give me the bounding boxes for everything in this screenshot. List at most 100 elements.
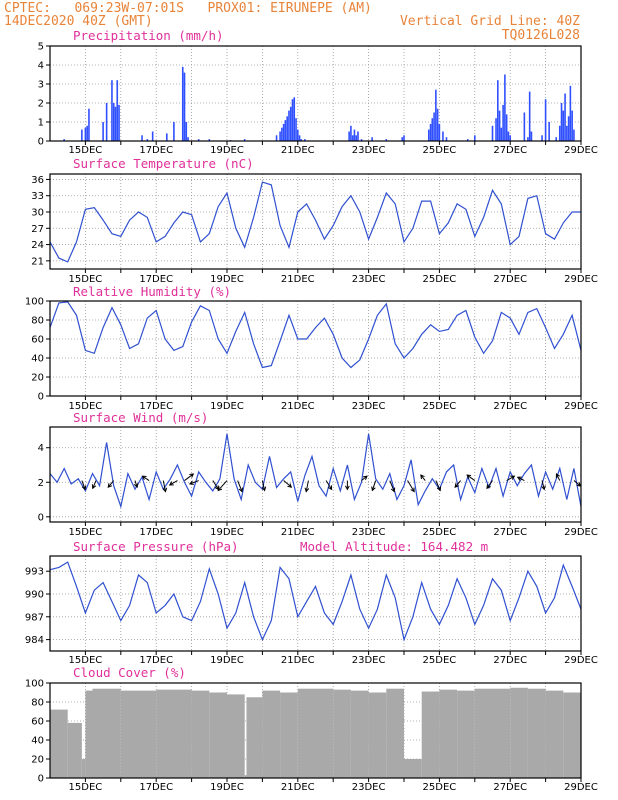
x-tick-label: 27DEC — [493, 401, 527, 412]
precip-bar — [288, 110, 290, 141]
wind-vector — [466, 474, 476, 481]
wind-vector-head — [371, 486, 376, 492]
wind-vector — [573, 480, 581, 487]
precip-bar — [562, 110, 565, 141]
wind-vector — [389, 480, 395, 492]
precip-bar — [548, 122, 550, 141]
precip-bar — [385, 139, 388, 141]
wind-vector-head — [486, 484, 491, 490]
x-tick-label: 25DEC — [423, 274, 457, 285]
x-tick-label: 23DEC — [352, 782, 386, 793]
y-tick-label: 40 — [31, 736, 44, 747]
y-tick-label: 21 — [31, 256, 44, 267]
x-tick-label: 21DEC — [281, 145, 315, 156]
precip-bar — [371, 137, 373, 141]
wind-vector-head — [541, 485, 546, 491]
header-grid-line: Vertical Grid Line: 40Z — [399, 14, 580, 29]
precip-bar — [403, 135, 405, 141]
precip-bar — [558, 125, 561, 141]
cloud-bar — [350, 690, 369, 778]
panel-0: 0 1 2 3 4 5 15DEC 17DEC 19DEC 21DEC 23DEC 25DEC 27DE… — [38, 28, 598, 156]
wind-vector — [107, 480, 115, 488]
y-tick-label: 100 — [25, 679, 44, 690]
precip-bar — [474, 135, 476, 141]
precip-bar — [497, 80, 499, 141]
cloud-bar — [120, 690, 157, 778]
x-tick-label: 19DEC — [210, 782, 244, 793]
series-line — [49, 433, 582, 509]
cloud-bar — [209, 692, 227, 778]
panel-2: 0 20 40 60 80 100 15DEC 17DEC 19DEC 21DEC 23DEC 25D… — [25, 284, 598, 412]
wind-vector — [212, 480, 219, 490]
wind-vector-head — [454, 483, 460, 488]
y-tick-label: 80 — [31, 316, 44, 327]
panel-1: 21 24 27 30 33 36 15DEC 17DEC 19DEC 21DEC 23DEC 25D… — [31, 156, 598, 285]
wind-vector-head — [390, 487, 396, 493]
panel-3: 0 2 4 15DEC 17DEC 19DEC 21DEC 23DEC 25DEC 27DEC 29… — [38, 410, 598, 538]
wind-vector-head — [410, 487, 415, 493]
y-tick-label: 60 — [31, 335, 44, 346]
precip-bar — [569, 85, 572, 141]
y-tick-label: 80 — [31, 698, 44, 709]
precip-bar — [544, 99, 547, 141]
x-tick-label: 21DEC — [281, 527, 315, 538]
precip-bar — [88, 108, 90, 141]
series-line — [49, 561, 582, 642]
cloud-bar — [386, 688, 404, 778]
x-tick-label: 15DEC — [69, 782, 103, 793]
wind-vector — [217, 480, 228, 491]
precip-bar — [502, 104, 504, 141]
wind-vector-head — [420, 474, 425, 480]
x-tick-label: 27DEC — [493, 145, 527, 156]
precip-bar — [166, 133, 168, 141]
precip-bar — [350, 125, 352, 141]
precip-bar — [564, 93, 566, 141]
precip-bar — [355, 135, 358, 141]
precip-bar — [116, 80, 119, 141]
precip-bar — [495, 118, 497, 141]
y-tick-label: 2 — [38, 99, 44, 110]
panel-title: Precipitation (mm/h) — [73, 28, 224, 43]
panel-4: 984 987 990 993 15DEC 17DEC 19DEC 21DEC 23DEC 25D… — [25, 539, 598, 666]
precip-bar — [281, 127, 283, 141]
x-tick-label: 19DEC — [210, 527, 244, 538]
cloud-bar — [545, 690, 564, 778]
wind-vector-head — [362, 475, 368, 481]
y-tick-label: 20 — [31, 373, 44, 384]
wind-vector — [92, 480, 97, 489]
wind-vector — [325, 480, 333, 490]
precip-bar — [185, 122, 188, 141]
precip-bar — [63, 139, 65, 141]
cloud-bar — [92, 688, 121, 778]
panel-5: 0 20 40 60 80 100 15DEC 17DEC 19DEC 21DEC 23DEC 25D… — [25, 665, 598, 793]
wind-vector — [371, 480, 377, 491]
x-tick-label: 27DEC — [493, 655, 527, 666]
precip-bar — [427, 129, 430, 141]
wind-vector-head — [133, 483, 139, 489]
y-tick-label: 4 — [38, 61, 44, 72]
wind-vector — [283, 480, 292, 488]
wind-vector — [184, 473, 194, 481]
precip-bar — [118, 104, 120, 141]
y-tick-label: 1 — [38, 118, 44, 129]
precip-bar — [183, 72, 186, 141]
y-tick-label: 3 — [38, 80, 44, 91]
wind-vector — [435, 480, 441, 491]
x-tick-label: 23DEC — [352, 401, 386, 412]
precip-bar — [146, 139, 149, 141]
cloud-bar — [474, 688, 511, 778]
wind-vector-head — [91, 484, 97, 490]
panel-frame — [49, 682, 582, 779]
panel-title: Cloud Cover (%) — [73, 665, 186, 680]
x-tick-label: 15DEC — [69, 274, 103, 285]
x-tick-label: 17DEC — [139, 145, 173, 156]
y-tick-label: 40 — [31, 354, 44, 365]
y-tick-label: 60 — [31, 717, 44, 728]
x-tick-label: 19DEC — [210, 274, 244, 285]
wind-vector-head — [81, 485, 87, 491]
precip-bar — [282, 123, 285, 141]
panel-frame — [49, 45, 582, 142]
precip-bar — [141, 135, 143, 141]
